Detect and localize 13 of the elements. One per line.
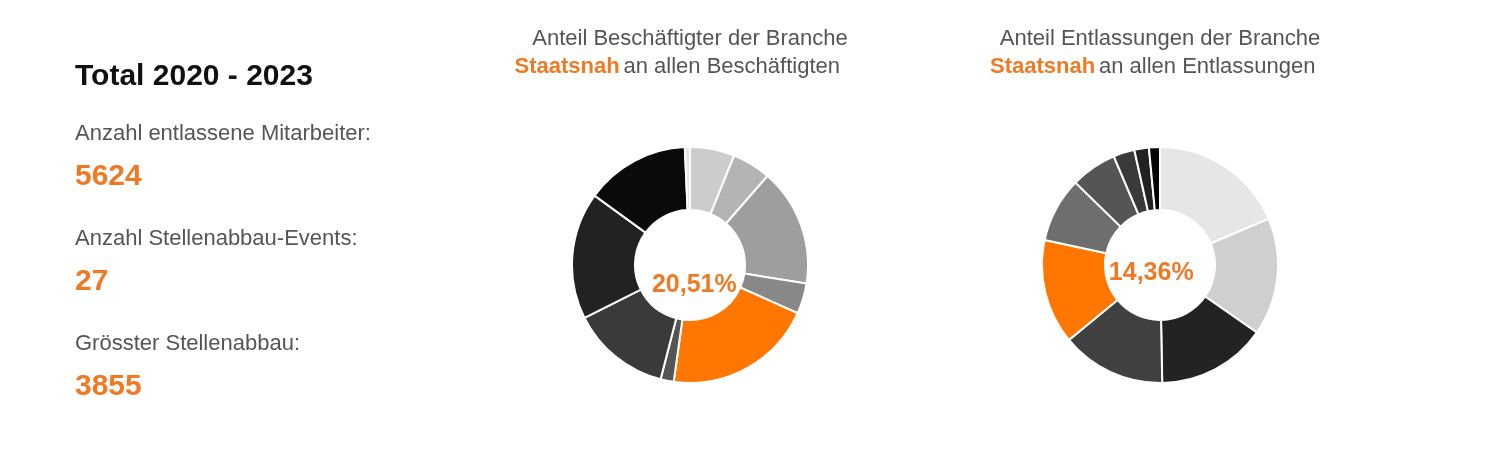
chart-subtitle: Staatsnah an allen Beschäftigten <box>514 53 840 78</box>
data-label: 20,51% <box>651 269 737 298</box>
text: Grösster Stellenabbau: <box>75 330 301 355</box>
chart-subtitle: Staatsnah an allen Entlassungen <box>990 53 1316 78</box>
chart-title: Anteil Entlassungen der Branche <box>999 25 1321 50</box>
text: Anzahl entlassene Mitarbeiter: <box>75 120 371 145</box>
text: 3855 <box>75 368 142 401</box>
text: Total 2020 - 2023 <box>75 58 313 91</box>
chart-title: Anteil Beschäftigter der Branche <box>532 25 848 50</box>
text: Anzahl Stellenabbau-Events: <box>75 225 358 250</box>
text: 27 <box>75 263 109 296</box>
text: 5624 <box>75 158 143 191</box>
data-label: 14,36% <box>1108 256 1194 285</box>
